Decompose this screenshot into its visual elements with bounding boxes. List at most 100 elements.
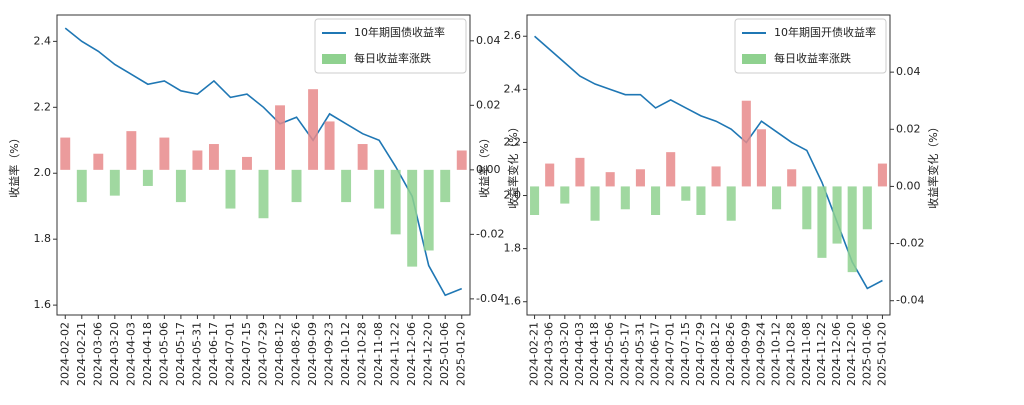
bar bbox=[590, 186, 600, 221]
y2-axis-label: 收益率变化（%） bbox=[926, 121, 940, 208]
bar bbox=[60, 137, 71, 170]
line bbox=[534, 35, 883, 290]
x-tick-label: 2024-11-22 bbox=[815, 322, 828, 386]
y-tick-label: 2.6 bbox=[504, 29, 522, 42]
bar bbox=[275, 105, 285, 170]
y2-tick-label: -0.02 bbox=[476, 227, 504, 240]
bar bbox=[847, 186, 857, 273]
x-tick-label: 2024-07-15 bbox=[240, 322, 253, 386]
x-tick-label: 2024-06-17 bbox=[649, 322, 662, 386]
bar bbox=[862, 186, 872, 230]
plot-frame bbox=[526, 14, 891, 316]
x-tick-label: 2024-11-08 bbox=[800, 322, 813, 386]
legend-swatch bbox=[742, 54, 766, 64]
x-tick-label: 2024-12-06 bbox=[830, 322, 843, 386]
bar bbox=[681, 186, 691, 201]
y2-tick-label: -0.02 bbox=[896, 237, 924, 250]
y-tick-label: 2.0 bbox=[34, 166, 52, 179]
x-tick-label: 2025-01-06 bbox=[860, 322, 873, 386]
bar bbox=[357, 144, 368, 170]
bar bbox=[225, 169, 236, 209]
x-tick-label: 2025-01-20 bbox=[875, 322, 888, 386]
y-axis-label: 收益率（%） bbox=[7, 132, 21, 197]
x-tick-label: 2024-08-26 bbox=[724, 322, 737, 386]
bar bbox=[407, 169, 418, 267]
y-axis-label: 收益率（%） bbox=[477, 132, 491, 197]
bar bbox=[126, 131, 137, 170]
x-tick-label: 2024-07-01 bbox=[223, 322, 236, 386]
bar bbox=[787, 169, 797, 187]
x-tick-label: 2024-05-06 bbox=[157, 322, 170, 386]
bar bbox=[772, 186, 782, 210]
bar bbox=[291, 169, 302, 203]
bar bbox=[242, 156, 252, 170]
x-tick-label: 2024-03-06 bbox=[543, 322, 556, 386]
x-tick-label: 2024-03-20 bbox=[108, 322, 121, 386]
x-tick-label: 2024-09-09 bbox=[739, 322, 752, 386]
x-tick-label: 2024-03-06 bbox=[91, 322, 104, 386]
bar bbox=[93, 153, 104, 170]
bar bbox=[423, 169, 434, 251]
bar bbox=[456, 150, 467, 170]
bar bbox=[374, 169, 385, 209]
legend-frame bbox=[734, 18, 887, 74]
bar bbox=[440, 169, 451, 203]
y2-tick-label: -0.04 bbox=[896, 294, 924, 307]
bar bbox=[756, 129, 766, 187]
y2-axis-label: 收益率变化（%） bbox=[506, 121, 520, 208]
legend-label: 每日收益率涨跌 bbox=[774, 51, 851, 65]
bar bbox=[324, 121, 335, 170]
y-tick-label: 1.8 bbox=[34, 232, 52, 245]
line bbox=[64, 27, 463, 297]
bar bbox=[726, 186, 736, 221]
x-tick-label: 2024-06-17 bbox=[207, 322, 220, 386]
x-tick-label: 2024-02-21 bbox=[75, 322, 88, 386]
x-tick-label: 2024-10-28 bbox=[356, 322, 369, 386]
legend-label: 10年期国债收益率 bbox=[354, 25, 445, 39]
x-tick-label: 2024-04-03 bbox=[573, 322, 586, 386]
x-tick-label: 2024-02-02 bbox=[58, 322, 71, 386]
y2-tick-label: 0.02 bbox=[896, 122, 921, 135]
x-tick-label: 2025-01-20 bbox=[455, 322, 468, 386]
y-tick-label: 2.4 bbox=[34, 34, 52, 47]
x-tick-label: 2024-09-23 bbox=[323, 322, 336, 386]
x-tick-label: 2024-11-08 bbox=[372, 322, 385, 386]
bar bbox=[651, 186, 661, 215]
bar bbox=[390, 169, 401, 235]
bar bbox=[109, 169, 120, 196]
x-tick-label: 2024-09-09 bbox=[306, 322, 319, 386]
y2-tick-label: -0.04 bbox=[476, 292, 504, 305]
bar bbox=[635, 169, 645, 187]
x-tick-label: 2024-08-12 bbox=[709, 322, 722, 386]
x-tick-label: 2024-05-31 bbox=[190, 322, 203, 386]
bar bbox=[341, 169, 352, 203]
bar bbox=[741, 100, 751, 187]
x-tick-label: 2025-01-06 bbox=[438, 322, 451, 386]
legend-label: 10年期国开债收益率 bbox=[774, 25, 876, 39]
bar bbox=[817, 186, 827, 258]
x-tick-label: 2024-04-03 bbox=[124, 322, 137, 386]
x-tick-label: 2024-03-20 bbox=[558, 322, 571, 386]
x-tick-label: 2024-07-29 bbox=[694, 322, 707, 386]
x-tick-label: 2024-10-28 bbox=[785, 322, 798, 386]
bar bbox=[877, 163, 887, 187]
x-tick-label: 2024-05-17 bbox=[174, 322, 187, 386]
bar bbox=[560, 186, 570, 204]
x-tick-label: 2024-02-21 bbox=[528, 322, 541, 386]
y-tick-label: 1.8 bbox=[504, 242, 522, 255]
bar bbox=[696, 186, 706, 215]
x-tick-label: 2024-12-20 bbox=[845, 322, 858, 386]
bar bbox=[575, 157, 585, 187]
legend-label: 每日收益率涨跌 bbox=[354, 51, 431, 65]
x-tick-label: 2024-10-12 bbox=[770, 322, 783, 386]
bar bbox=[175, 169, 186, 203]
bar bbox=[142, 169, 153, 186]
x-tick-label: 2024-08-26 bbox=[290, 322, 303, 386]
y2-tick-label: 0.00 bbox=[476, 163, 501, 176]
x-tick-label: 2024-10-12 bbox=[339, 322, 352, 386]
bar bbox=[76, 169, 87, 203]
bar bbox=[666, 152, 676, 187]
bar bbox=[208, 144, 219, 170]
bar bbox=[192, 150, 203, 170]
